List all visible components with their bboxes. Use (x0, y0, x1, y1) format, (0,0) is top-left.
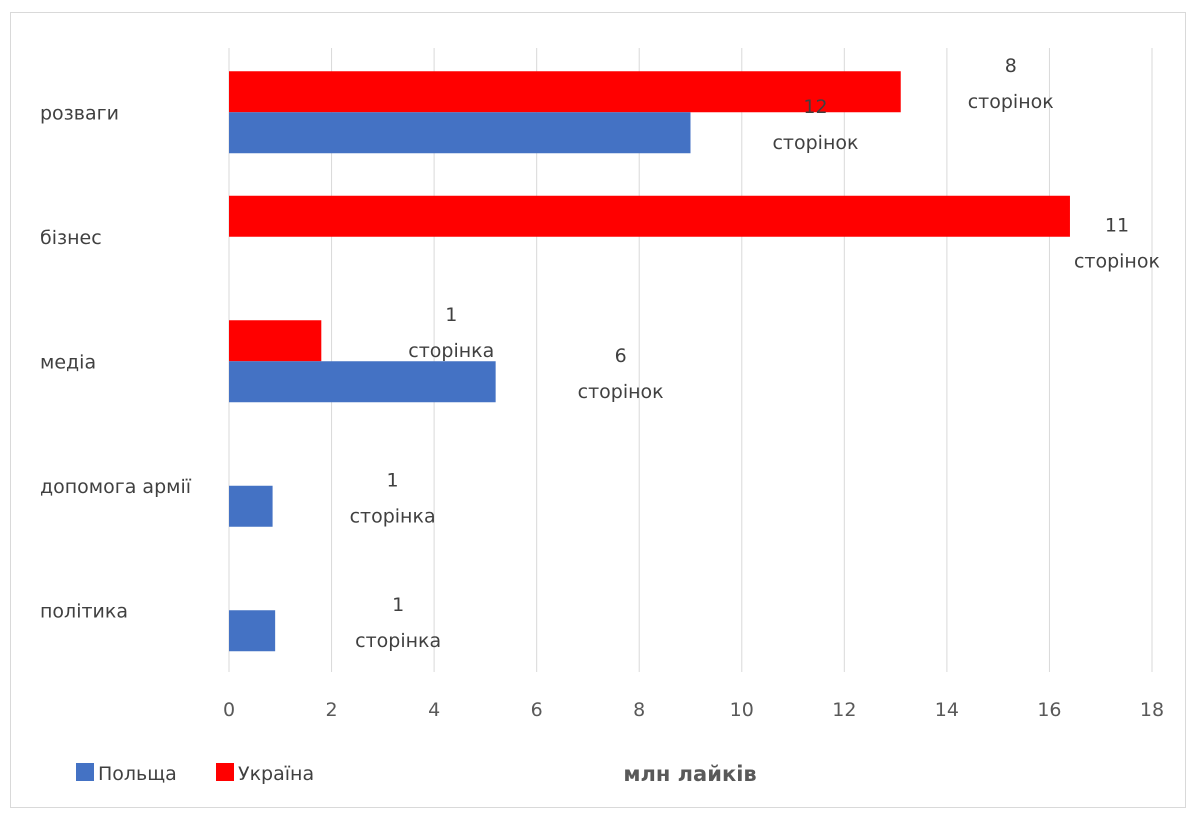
bar-poland (229, 485, 273, 527)
category-label: допомога армії (40, 476, 192, 498)
x-tick-label: 0 (223, 699, 235, 721)
data-label-value: 12 (803, 96, 827, 118)
x-tick-label: 6 (531, 699, 543, 721)
data-label-unit: сторінка (408, 340, 494, 362)
x-axis-title: млн лайків (623, 762, 756, 786)
data-label-value: 1 (387, 469, 399, 491)
x-tick-label: 18 (1140, 699, 1164, 721)
category-label: бізнес (40, 227, 102, 249)
bar-ukraine (229, 195, 1070, 237)
data-label-value: 1 (445, 304, 457, 326)
data-label-unit: сторінка (350, 505, 436, 527)
x-tick-label: 8 (633, 699, 645, 721)
category-label: політика (40, 600, 128, 622)
x-tick-label: 12 (832, 699, 856, 721)
legend-label-ukraine: Україна (238, 763, 314, 785)
category-label: медіа (40, 351, 96, 373)
x-tick-label: 4 (428, 699, 440, 721)
data-label-value: 1 (392, 594, 404, 616)
x-tick-label: 2 (326, 699, 338, 721)
data-label-unit: сторінок (1074, 250, 1160, 272)
legend-swatch-poland (76, 763, 94, 781)
data-label-unit: сторінка (355, 630, 441, 652)
category-label: розваги (40, 102, 119, 124)
data-label-unit: сторінок (772, 132, 858, 154)
x-tick-label: 14 (935, 699, 959, 721)
x-tick-label: 16 (1037, 699, 1061, 721)
bar-poland (229, 610, 276, 652)
legend-label-poland: Польща (98, 763, 177, 785)
legend-swatch-ukraine (216, 763, 234, 781)
bar-poland (229, 112, 691, 154)
bar-poland (229, 361, 496, 403)
data-label-value: 6 (615, 345, 627, 367)
data-label-unit: сторінок (968, 91, 1054, 113)
data-label-unit: сторінок (578, 381, 664, 403)
bar-ukraine (229, 71, 901, 113)
x-tick-label: 10 (730, 699, 754, 721)
data-label-value: 11 (1105, 214, 1129, 236)
data-label-value: 8 (1005, 55, 1017, 77)
bar-ukraine (229, 320, 322, 362)
